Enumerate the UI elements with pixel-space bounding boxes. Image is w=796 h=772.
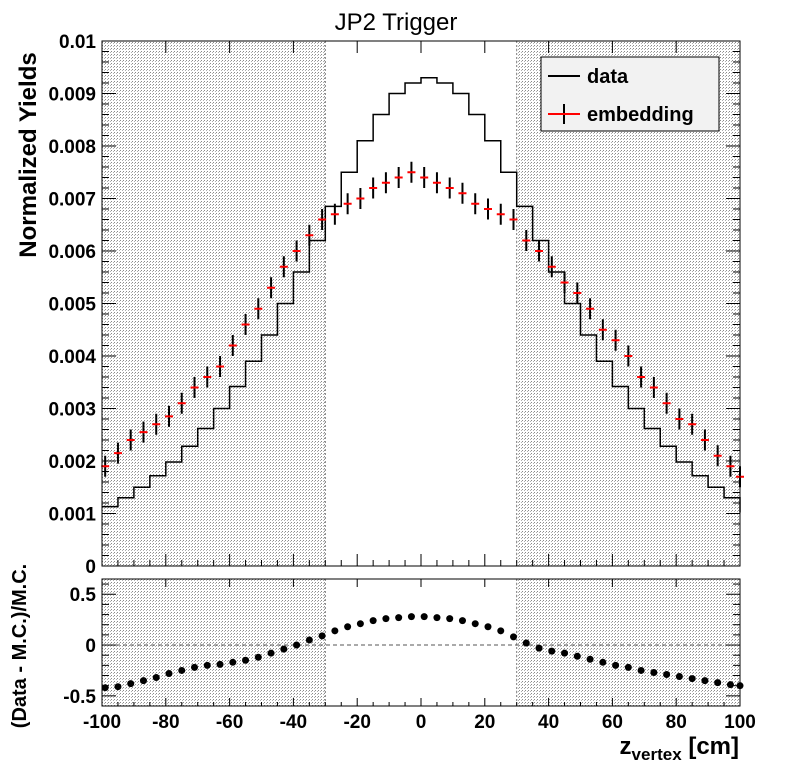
main-plot-frame [101, 40, 741, 567]
y-tick-label: 0 [85, 557, 96, 578]
ratio-point [714, 679, 722, 687]
ratio-point [369, 617, 377, 625]
ratio-point [497, 627, 505, 635]
x-tick-label: -100 [83, 712, 121, 733]
ratio-point [535, 644, 543, 652]
y-tick-label: 0.005 [48, 295, 96, 316]
ratio-tick-labels: -100 -80 -60 -40 -20 0 20 40 60 80 100 -0.5 0 0.5 [63, 585, 756, 733]
ratio-point [420, 613, 428, 621]
ratio-point [382, 615, 390, 623]
x-axis-title: zvertex [cm] [620, 733, 739, 764]
main-tick-labels: 0 0.001 0.002 0.003 0.004 0.005 0.006 0.007 0.00… [48, 32, 96, 578]
ratio-point [254, 653, 262, 661]
y-tick-label: 0.007 [48, 190, 96, 211]
ratio-point [433, 614, 441, 622]
y-tick-label: 0.006 [48, 242, 96, 263]
ratio-point [139, 677, 147, 685]
ratio-y-tick-label: 0 [85, 636, 96, 657]
ratio-point [548, 647, 556, 655]
ratio-point [165, 669, 173, 677]
ratio-y-tick-label: 0.5 [70, 585, 97, 606]
legend: data embedding [540, 56, 720, 132]
ratio-point [586, 655, 594, 663]
ratio-point [280, 645, 288, 653]
ratio-point [522, 639, 530, 647]
ratio-point [293, 641, 301, 649]
y-tick-label: 0.008 [48, 137, 96, 158]
ratio-series-layer [101, 613, 744, 692]
ratio-point [675, 673, 683, 681]
ratio-point [484, 623, 492, 631]
x-axis-title-main: z [620, 733, 632, 760]
ratio-point [152, 674, 160, 682]
y-tick-label: 0.001 [48, 505, 96, 526]
y-tick-label: 0.002 [48, 452, 96, 473]
ratio-shaded-region-1 [516, 579, 740, 706]
ratio-point [203, 661, 211, 669]
ratio-point [395, 614, 403, 622]
x-tick-label: 40 [538, 712, 559, 733]
ratio-point [305, 636, 313, 644]
x-tick-label: -40 [280, 712, 307, 733]
x-axis-title-unit: [cm] [682, 733, 739, 760]
y-tick-label: 0.003 [48, 400, 96, 421]
ratio-point [216, 660, 224, 668]
ratio-point [599, 658, 607, 666]
x-tick-label: 80 [666, 712, 687, 733]
y-axis-title-ratio: (Data - M.C.)/M.C. [9, 564, 31, 728]
ratio-point [688, 675, 696, 683]
ratio-point [242, 656, 250, 664]
ratio-point [229, 658, 237, 666]
ratio-point [458, 617, 466, 625]
ratio-point [726, 681, 734, 689]
ratio-point [446, 615, 454, 623]
x-tick-label: 20 [474, 712, 495, 733]
ratio-point [624, 663, 632, 671]
ratio-plot-frame [101, 578, 741, 707]
ratio-point [561, 649, 569, 657]
ratio-point [663, 671, 671, 679]
ratio-point [612, 661, 620, 669]
legend-data-label: data [587, 66, 629, 88]
ratio-shaded-region-0 [102, 579, 326, 706]
ratio-point [331, 627, 339, 635]
x-tick-label: -60 [216, 712, 243, 733]
ratio-point [178, 666, 186, 674]
ratio-axes [101, 579, 741, 707]
ratio-point [191, 663, 199, 671]
main-axes [101, 40, 741, 567]
y-tick-label: 0.009 [48, 85, 96, 106]
ratio-point [356, 620, 364, 628]
main-series-layer [101, 77, 744, 513]
ratio-point [114, 683, 122, 691]
ratio-point [573, 652, 581, 660]
ratio-point [650, 668, 658, 676]
data-step-line [102, 77, 741, 513]
x-axis-title-subscript: vertex [632, 745, 683, 764]
ratio-point [510, 633, 518, 641]
ratio-point [318, 632, 326, 640]
legend-box [540, 56, 720, 132]
ratio-point [471, 620, 479, 628]
legend-embedding-label: embedding [587, 104, 694, 126]
plot-title: JP2 Trigger [335, 9, 458, 36]
ratio-point [127, 680, 135, 688]
ratio-point [407, 613, 415, 621]
y-tick-label: 0.01 [59, 32, 96, 53]
y-axis-title-main: Normalized Yields [15, 52, 42, 257]
x-tick-label: 0 [416, 712, 427, 733]
ratio-point [701, 677, 709, 685]
x-tick-label: -20 [343, 712, 370, 733]
ratio-point [267, 649, 275, 657]
ratio-excluded-region-shading [102, 579, 740, 706]
y-tick-label: 0.004 [48, 347, 96, 368]
ratio-y-tick-label: -0.5 [63, 687, 96, 708]
x-tick-label: -80 [152, 712, 179, 733]
ratio-point [637, 666, 645, 674]
x-tick-label: 60 [602, 712, 623, 733]
x-tick-label: 100 [724, 712, 756, 733]
ratio-point [344, 623, 352, 631]
ratio-plot-panel: -100 -80 -60 -40 -20 0 20 40 60 80 100 -0.5 0 0.5 [63, 578, 756, 733]
